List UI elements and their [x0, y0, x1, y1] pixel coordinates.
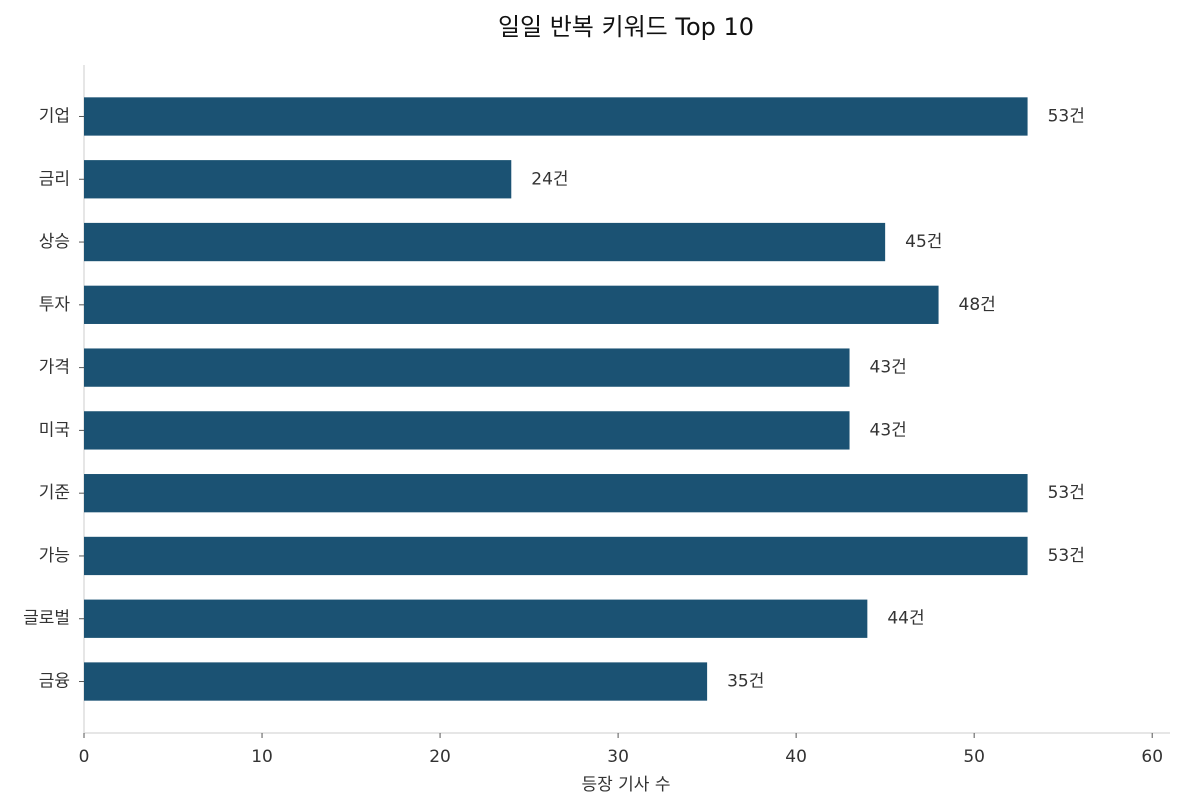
- bar: [84, 411, 850, 450]
- x-tick-label: 50: [963, 747, 985, 767]
- x-tick-label: 10: [251, 747, 273, 767]
- value-label: 44건: [887, 609, 924, 629]
- y-tick-label: 상승: [39, 232, 70, 252]
- y-tick-label: 투자: [39, 295, 71, 315]
- y-tick-label: 가격: [39, 358, 70, 378]
- value-label: 43건: [870, 420, 907, 440]
- value-label: 45건: [905, 232, 942, 252]
- bar: [84, 222, 886, 262]
- bar: [84, 536, 1028, 576]
- value-label: 43건: [870, 358, 907, 378]
- value-label: 35건: [727, 672, 764, 692]
- x-tick-label: 30: [607, 747, 629, 767]
- y-tick-label: 글로벌: [23, 609, 70, 629]
- bar: [84, 160, 512, 199]
- x-tick-label: 20: [429, 747, 451, 767]
- x-tick-label: 60: [1141, 747, 1163, 767]
- y-tick-label: 기준: [39, 483, 70, 503]
- bar: [84, 599, 868, 638]
- x-axis-label: 등장 기사 수: [581, 775, 670, 795]
- value-label: 53건: [1048, 546, 1085, 566]
- bar: [84, 662, 708, 701]
- bar: [84, 474, 1028, 513]
- x-tick-label: 0: [79, 747, 90, 767]
- bar: [84, 348, 850, 387]
- y-tick-label: 미국: [39, 420, 70, 440]
- chart-title: 일일 반복 키워드 Top 10: [498, 13, 754, 41]
- y-tick-label: 가능: [39, 546, 70, 566]
- bar: [84, 285, 939, 324]
- value-label: 24건: [531, 169, 568, 189]
- bar: [84, 97, 1028, 136]
- value-label: 53건: [1048, 106, 1085, 126]
- y-tick-label: 금융: [39, 672, 70, 692]
- value-label: 48건: [959, 295, 996, 315]
- y-tick-label: 금리: [39, 169, 70, 189]
- value-label: 53건: [1048, 483, 1085, 503]
- x-tick-label: 40: [785, 747, 807, 767]
- y-tick-label: 기업: [39, 106, 70, 126]
